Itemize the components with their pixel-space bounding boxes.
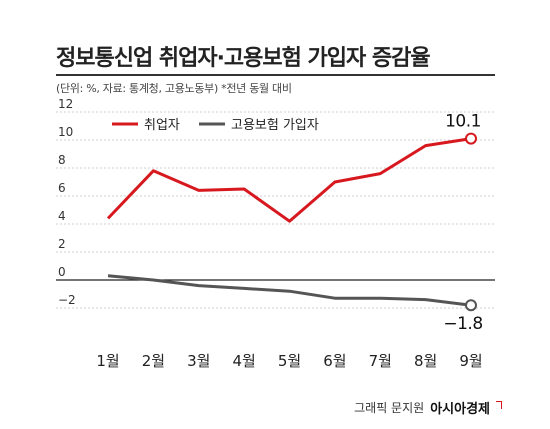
series-line <box>107 274 472 307</box>
y-tick-label: 2 <box>58 237 66 251</box>
end-point-marker <box>465 299 477 312</box>
x-tick-label: 5월 <box>278 352 301 370</box>
x-tick-label: 9월 <box>459 352 482 370</box>
legend: 취업자 고용보험 가입자 <box>106 113 319 135</box>
x-tick-label: 6월 <box>323 352 346 370</box>
x-tick-label: 7월 <box>369 352 392 370</box>
legend-label: 취업자 <box>144 118 180 133</box>
x-tick-label: 2월 <box>142 352 165 370</box>
credit-text: 그래픽 문지원 <box>354 401 425 415</box>
brand-mark-icon <box>496 400 502 409</box>
x-tick-label: 4월 <box>232 352 255 370</box>
end-point-marker <box>465 132 477 145</box>
x-tick-label: 8월 <box>414 352 437 370</box>
end-data-label: −1.8 <box>443 314 482 334</box>
chart-subtitle: (단위: %, 자료: 통계청, 고용노동부) *전년 동월 대비 <box>56 82 292 95</box>
y-tick-label: −2 <box>58 293 76 307</box>
y-tick-label: 6 <box>58 181 66 195</box>
y-tick-label: 10 <box>58 125 73 139</box>
title-divider <box>56 74 495 76</box>
legend-label: 고용보험 가입자 <box>231 118 319 133</box>
data-labels: 10.1 −1.8 <box>443 112 483 335</box>
y-tick-label: 0 <box>58 265 66 279</box>
chart-title: 정보통신업 취업자·고용보험 가입자 증감율 <box>56 46 431 71</box>
y-tick-label: 12 <box>58 97 73 111</box>
x-tick-label: 1월 <box>96 352 119 370</box>
y-tick-label: 8 <box>58 153 66 167</box>
series-line <box>106 137 472 223</box>
y-tick-label: 4 <box>58 209 66 223</box>
x-tick-label: 3월 <box>187 352 210 370</box>
grid-lines <box>56 111 495 309</box>
brand-logo-text: 아시아경제 <box>430 402 490 417</box>
end-data-label: 10.1 <box>445 112 481 132</box>
y-axis-ticks: 12 10 8 6 4 2 0 −2 <box>58 97 76 307</box>
x-axis-ticks: 1월 2월 3월 4월 5월 6월 7월 8월 9월 <box>96 352 482 370</box>
credit: 그래픽 문지원 아시아경제 <box>354 398 502 417</box>
series-lines <box>106 132 477 312</box>
